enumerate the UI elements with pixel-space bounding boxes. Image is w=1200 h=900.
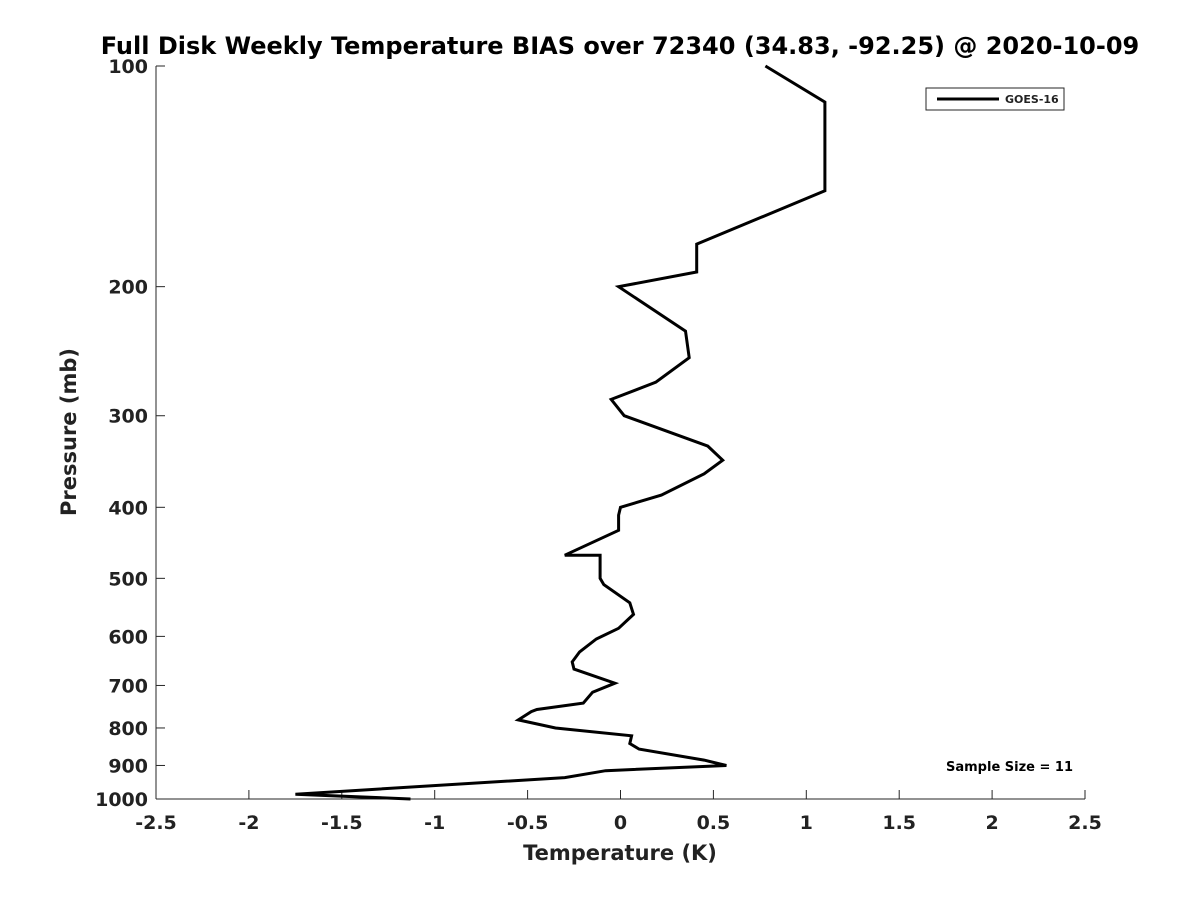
y-tick-label: 600	[108, 626, 148, 648]
x-tick-label: -1.5	[321, 812, 363, 834]
x-tick-label: -1	[424, 812, 445, 834]
y-tick-label: 100	[108, 56, 148, 78]
x-tick-label: 0.5	[697, 812, 731, 834]
series-group	[295, 64, 827, 801]
y-axis-label: Pressure (mb)	[57, 348, 81, 516]
y-tick-label: 200	[108, 277, 148, 299]
plot-frame	[156, 66, 1085, 799]
legend-label: GOES-16	[1005, 93, 1059, 106]
legend: GOES-16	[925, 87, 1065, 111]
y-tick-label: 1000	[95, 789, 148, 811]
x-tick-label: -0.5	[507, 812, 549, 834]
x-tick-label: 2	[985, 812, 998, 834]
y-tick-label: 500	[108, 568, 148, 590]
y-tick-label: 300	[108, 406, 148, 428]
series-line-goes-16	[295, 64, 827, 801]
x-tick-label: 1	[800, 812, 813, 834]
y-ticks: 100 200 300 400 500 600 700 800 900 1000	[95, 56, 165, 811]
chart-title: Full Disk Weekly Temperature BIAS over 7…	[101, 32, 1140, 60]
x-axis-label: Temperature (K)	[523, 841, 717, 865]
y-tick-label: 900	[108, 755, 148, 777]
y-tick-label: 400	[108, 497, 148, 519]
x-tick-label: -2.5	[135, 812, 177, 834]
y-tick-label: 700	[108, 675, 148, 697]
x-ticks: -2.5 -2 -1.5 -1 -0.5 0 0.5 1 1.5 2 2.5	[135, 790, 1102, 834]
y-tick-label: 800	[108, 718, 148, 740]
x-tick-label: 0	[614, 812, 627, 834]
sample-size-annotation: Sample Size = 11	[946, 760, 1073, 775]
x-tick-label: 1.5	[882, 812, 916, 834]
x-tick-label: -2	[238, 812, 259, 834]
x-tick-label: 2.5	[1068, 812, 1102, 834]
